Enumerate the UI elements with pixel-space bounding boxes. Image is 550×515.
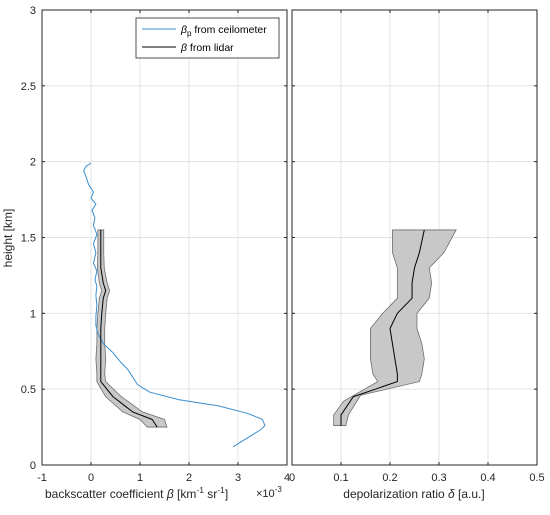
backscatter-y-ticks: 0 0.5 1 1.5 2 2.5 3: [21, 5, 287, 472]
backscatter-series: [83, 162, 266, 448]
backscatter-band: [95, 229, 168, 428]
backscatter-x-tick-label: 3: [235, 472, 241, 484]
depolarization-x-tick-label: 0.1: [333, 472, 348, 484]
depolarization-x-tick-label: 0.5: [529, 472, 544, 484]
backscatter-panel: -1 0 1 2 3 4 00.511.522.53 βp from ceilometer…: [21, 5, 290, 501]
depolarization-series: [340, 229, 425, 426]
legend-symbol: β: [180, 24, 187, 36]
backscatter-y-tick-label: 0: [30, 460, 36, 472]
legend-entry-ceilometer: βp from ceilometer: [180, 24, 267, 38]
backscatter-series-line-0: [83, 162, 266, 448]
depolarization-uncertainty-band: [333, 229, 457, 426]
depolarization-x-tick-label: 0.2: [382, 472, 397, 484]
depolarization-x-tick-label: 0.4: [480, 472, 495, 484]
depolarization-y-ticks: [292, 9, 537, 466]
depolarization-x-ticks: 0 0.1 0.2 0.3 0.4 0.5: [289, 10, 545, 484]
backscatter-series-line-1: [100, 229, 158, 428]
backscatter-y-tick-label: 2: [30, 157, 36, 169]
depolarization-series-line-0: [340, 229, 425, 426]
depolarization-band: [333, 229, 457, 426]
backscatter-x-tick-label: 1: [137, 472, 143, 484]
legend-label: from ceilometer: [191, 24, 267, 36]
depolarization-panel: 0 0.1 0.2 0.3 0.4 0.5 depolarization ratio δ …: [289, 9, 545, 501]
y-axis-label: height [km]: [1, 209, 15, 268]
legend-subscript: p: [187, 29, 192, 38]
backscatter-grid: [41, 9, 288, 466]
backscatter-y-tick-label: 2.5: [21, 81, 36, 93]
legend-entry-lidar: β from lidar: [180, 42, 234, 54]
backscatter-y-tick-label: 0.5: [21, 384, 36, 396]
legend-label: from lidar: [187, 42, 234, 54]
backscatter-y-tick-label: 1: [30, 308, 36, 320]
backscatter-x-tick-label: 2: [186, 472, 192, 484]
depolarization-x-tick-label: 0.3: [431, 472, 446, 484]
backscatter-y-tick-label: 1.5: [21, 233, 36, 245]
legend-box: [135, 17, 280, 59]
legend-symbol: β: [180, 42, 187, 54]
legend: βp from ceilometer β from lidar: [135, 17, 280, 59]
backscatter-uncertainty-band: [95, 229, 168, 428]
backscatter-x-label: backscatter coefficient β [km-1 sr-1]: [45, 485, 228, 501]
backscatter-x-tick-label: 4: [284, 472, 290, 484]
backscatter-x-exponent: ×10-3: [256, 485, 282, 500]
backscatter-x-tick-label: 0: [88, 472, 94, 484]
depolarization-x-tick-label: 0: [289, 472, 295, 484]
depolarization-x-label: depolarization ratio δ [a.u.]: [343, 487, 484, 501]
backscatter-x-ticks: -1 0 1 2 3 4: [37, 10, 290, 484]
backscatter-x-tick-label: -1: [37, 472, 47, 484]
backscatter-y-tick-label: 3: [30, 5, 36, 17]
